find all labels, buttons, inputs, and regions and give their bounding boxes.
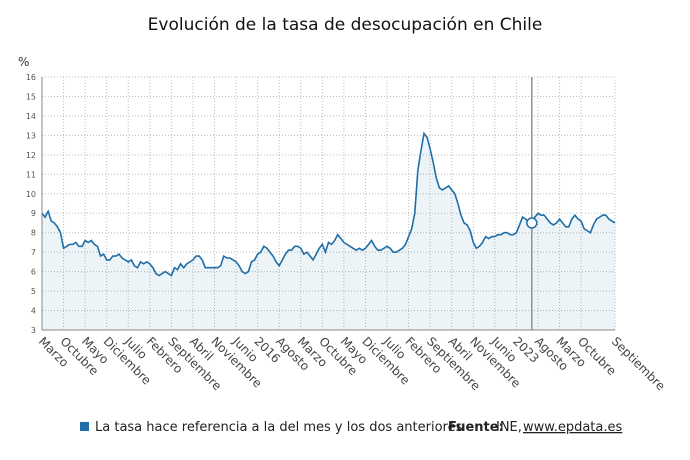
x-tick-label: Septiembre bbox=[609, 334, 668, 393]
y-tick-label: 7 bbox=[31, 248, 36, 257]
y-tick-label: 16 bbox=[26, 73, 36, 82]
source: INE, bbox=[496, 420, 522, 435]
y-tick-label: 8 bbox=[31, 229, 36, 238]
y-tick-label: 13 bbox=[26, 131, 36, 140]
note: La tasa hace referencia a la del mes y l… bbox=[95, 420, 463, 435]
y-tick-label: 9 bbox=[31, 209, 36, 218]
y-tick-label: 11 bbox=[26, 170, 36, 179]
y-tick-label: 4 bbox=[31, 307, 36, 316]
source-link[interactable]: www.epdata.es bbox=[523, 420, 622, 435]
area bbox=[42, 133, 615, 330]
chart-title: Evolución de la tasa de desocupación en … bbox=[148, 15, 543, 35]
y-tick-label: 12 bbox=[26, 151, 36, 160]
plot-area bbox=[42, 77, 615, 330]
y-tick-label: 10 bbox=[26, 190, 36, 199]
source-label: Fuente: bbox=[448, 420, 504, 435]
y-tick-label: 3 bbox=[31, 326, 36, 335]
y-tick-label: 14 bbox=[26, 112, 36, 121]
note-marker bbox=[80, 422, 89, 431]
y-axis-label: % bbox=[18, 55, 29, 69]
y-tick-label: 15 bbox=[26, 92, 36, 101]
y-tick-label: 5 bbox=[31, 287, 36, 296]
highlight-point bbox=[526, 217, 538, 229]
line bbox=[41, 131, 616, 277]
y-tick-label: 6 bbox=[31, 268, 36, 277]
